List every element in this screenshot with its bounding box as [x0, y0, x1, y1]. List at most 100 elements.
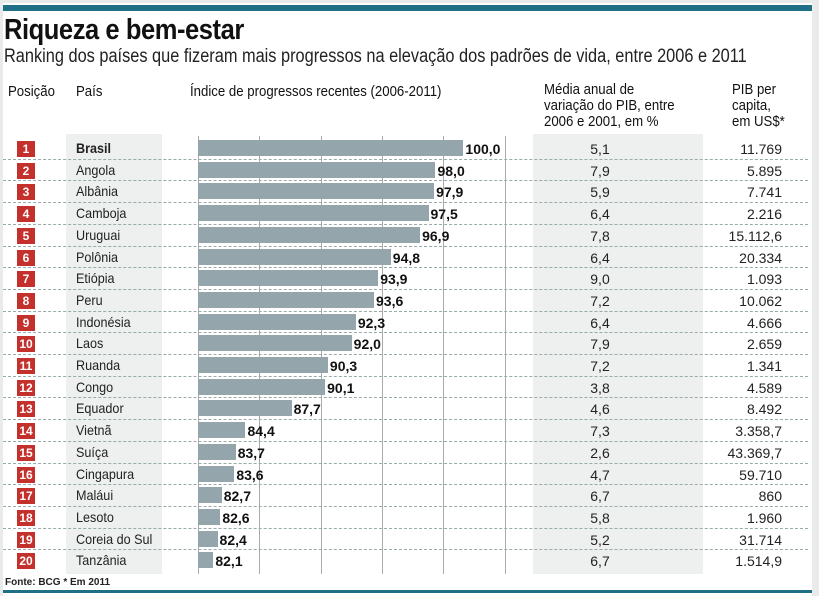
row-divider [3, 223, 808, 225]
country-name: Albânia [76, 183, 119, 200]
row-divider [3, 440, 808, 442]
gdp-per-capita-value: 2.659 [746, 336, 782, 353]
row-divider [3, 527, 808, 529]
gdp-per-capita-value: 11.769 [740, 141, 782, 157]
row-divider [3, 180, 808, 182]
gdp-per-capita-value: 3.358,7 [735, 423, 782, 440]
gdp-per-capita-value: 4.666 [746, 314, 782, 331]
index-bar [198, 422, 246, 439]
country-name: Camboja [76, 205, 127, 222]
country-name: Laos [76, 335, 104, 352]
rank-badge: 6 [17, 249, 35, 266]
gdp-growth-value: 6,4 [590, 206, 610, 223]
gdp-growth-value: 4,6 [590, 401, 610, 418]
header-position: Posição [8, 83, 55, 100]
chart-title: Riqueza e bem-estar [4, 14, 244, 46]
gdp-growth-value: 9,0 [590, 271, 610, 288]
row-divider [3, 332, 808, 334]
chart-subtitle: Ranking dos países que fizeram mais prog… [4, 46, 747, 67]
gdp-growth-value: 6,4 [590, 249, 610, 266]
gridline [320, 136, 322, 574]
gdp-growth-value: 5,9 [590, 184, 610, 201]
header-country: País [76, 83, 103, 100]
rank-badge: 20 [17, 553, 35, 570]
index-bar [198, 270, 379, 287]
row-divider [3, 267, 808, 269]
gdp-growth-value: 4,7 [590, 466, 610, 483]
index-value-label: 82,6 [222, 509, 250, 526]
gdp-per-capita-value: 31.714 [739, 531, 782, 548]
country-name: Lesoto [76, 508, 114, 525]
index-bar [198, 552, 214, 569]
gdp-growth-value: 7,2 [590, 292, 610, 309]
row-divider [3, 288, 808, 290]
gdp-per-capita-value: 15.112,6 [728, 227, 782, 244]
rank-badge: 15 [17, 444, 35, 461]
rank-badge: 5 [17, 227, 35, 244]
header-line: em US$* [732, 113, 785, 130]
gdp-growth-value: 5,2 [590, 531, 610, 548]
country-name: Indonésia [76, 313, 131, 330]
header-index: Índice de progressos recentes (2006-2011… [190, 83, 442, 100]
rank-badge: 17 [17, 488, 35, 505]
country-name: Suíça [76, 443, 109, 460]
rank-badge: 7 [17, 271, 35, 288]
country-name: Uruguai [76, 226, 121, 243]
row-divider [3, 158, 808, 160]
index-bar [198, 313, 356, 330]
gdp-growth-value: 7,9 [590, 336, 610, 353]
rank-badge: 18 [17, 509, 35, 526]
row-divider [3, 505, 808, 507]
index-value-label: 93,6 [376, 292, 404, 309]
gdp-per-capita-value: 1.960 [746, 509, 782, 526]
rank-badge: 3 [17, 184, 35, 201]
gdp-growth-value: 2,6 [590, 444, 610, 461]
gdp-growth-value: 6,4 [590, 314, 610, 331]
country-name: Ruanda [76, 357, 121, 373]
index-value-label: 92,3 [357, 314, 386, 331]
source-note: Fonte: BCG * Em 2011 [5, 577, 111, 588]
header-line: capita, [732, 97, 771, 114]
row-divider [3, 484, 808, 486]
row-divider [3, 397, 808, 399]
country-name: Etiópia [76, 270, 115, 287]
header-gdp-growth: Média anual de variação do PIB, entre 20… [544, 82, 675, 130]
gdp-growth-value: 7,9 [590, 162, 610, 179]
index-value-label: 83,6 [236, 466, 264, 483]
gridline [198, 136, 199, 574]
rank-badge: 13 [17, 401, 35, 418]
country-name: Angola [76, 161, 116, 178]
row-divider [3, 245, 808, 247]
bottom-accent-bar [3, 590, 812, 593]
header-line: variação do PIB, entre [544, 97, 675, 114]
gdp-per-capita-value: 1.514,9 [735, 553, 782, 570]
index-bar [198, 248, 391, 265]
row-divider [3, 375, 808, 377]
gdp-per-capita-value: 1.341 [746, 358, 782, 374]
country-name: Brasil [76, 140, 112, 156]
index-bar [198, 161, 436, 178]
rank-badge: 11 [17, 358, 35, 374]
index-value-label: 98,0 [437, 162, 465, 179]
country-name: Polônia [76, 248, 119, 265]
gdp-per-capita-value: 43.369,7 [727, 444, 783, 461]
index-bar [198, 378, 326, 395]
index-value-label: 82,1 [215, 553, 243, 570]
gdp-growth-value: 3,8 [590, 379, 610, 396]
row-divider [3, 462, 808, 464]
gdp-per-capita-value: 20.334 [739, 249, 782, 266]
rank-badge: 2 [17, 162, 35, 179]
gdp-growth-value: 6,7 [590, 488, 610, 505]
index-bar [198, 465, 235, 482]
rank-badge: 14 [17, 423, 35, 440]
row-divider [3, 354, 808, 355]
index-value-label: 97,9 [436, 184, 464, 201]
index-value-label: 87,7 [293, 401, 321, 418]
index-value-label: 100,0 [465, 141, 501, 157]
gdp-per-capita-value: 8.492 [746, 401, 782, 418]
header-line: PIB per [732, 81, 777, 98]
index-value-label: 93,9 [380, 271, 408, 288]
gdp-per-capita-value: 4.589 [746, 379, 782, 396]
gdp-growth-value: 7,3 [590, 423, 610, 440]
gdp-per-capita-value: 1.093 [746, 271, 782, 288]
